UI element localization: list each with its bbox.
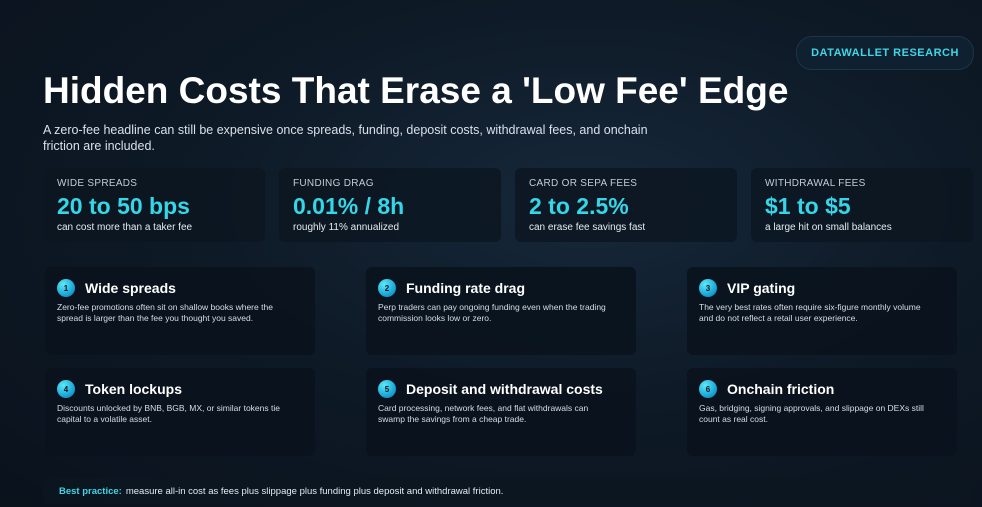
page-title: Hidden Costs That Erase a 'Low Fee' Edge (43, 68, 788, 114)
best-practice-label: Best practice: (59, 486, 122, 497)
stat-value: $1 to $5 (765, 192, 959, 220)
card-title: Wide spreads (85, 280, 176, 296)
stat-label: FUNDING DRAG (293, 178, 487, 190)
step-number-icon: 5 (378, 380, 396, 398)
step-number-icon: 1 (57, 279, 75, 297)
stat-card-card-sepa-fees: CARD OR SEPA FEES 2 to 2.5% can erase fe… (515, 168, 737, 242)
card-title: VIP gating (727, 280, 795, 296)
best-practice-banner: Best practice: measure all-in cost as fe… (43, 478, 971, 504)
step-number-icon: 4 (57, 380, 75, 398)
step-number-icon: 2 (378, 279, 396, 297)
cost-card-vip-gating: 3 VIP gating The very best rates often r… (687, 267, 957, 355)
stat-label: WITHDRAWAL FEES (765, 178, 959, 190)
page-subtitle: A zero-fee headline can still be expensi… (43, 122, 663, 154)
card-body: Perp traders can pay ongoing funding eve… (378, 302, 610, 324)
stat-note: can erase fee savings fast (529, 222, 723, 234)
cost-card-token-lockups: 4 Token lockups Discounts unlocked by BN… (45, 368, 315, 456)
cost-card-onchain-friction: 6 Onchain friction Gas, bridging, signin… (687, 368, 957, 456)
step-number-icon: 3 (699, 279, 717, 297)
stat-note: a large hit on small balances (765, 222, 959, 234)
stat-card-wide-spreads: WIDE SPREADS 20 to 50 bps can cost more … (43, 168, 265, 242)
card-title: Token lockups (85, 381, 182, 397)
cost-card-deposit-withdrawal: 5 Deposit and withdrawal costs Card proc… (366, 368, 636, 456)
stat-note: can cost more than a taker fee (57, 222, 251, 234)
card-body: Zero-fee promotions often sit on shallow… (57, 302, 289, 324)
card-body: The very best rates often require six-fi… (699, 302, 931, 324)
stat-note: roughly 11% annualized (293, 222, 487, 234)
cost-card-funding-rate-drag: 2 Funding rate drag Perp traders can pay… (366, 267, 636, 355)
stat-card-withdrawal-fees: WITHDRAWAL FEES $1 to $5 a large hit on … (751, 168, 973, 242)
card-body: Card processing, network fees, and flat … (378, 403, 610, 425)
best-practice-text: measure all-in cost as fees plus slippag… (126, 486, 504, 497)
cost-card-wide-spreads: 1 Wide spreads Zero-fee promotions often… (45, 267, 315, 355)
card-body: Discounts unlocked by BNB, BGB, MX, or s… (57, 403, 289, 425)
card-title: Deposit and withdrawal costs (406, 381, 603, 397)
card-body: Gas, bridging, signing approvals, and sl… (699, 403, 931, 425)
stat-value: 0.01% / 8h (293, 192, 487, 220)
stat-label: WIDE SPREADS (57, 178, 251, 190)
stat-value: 2 to 2.5% (529, 192, 723, 220)
step-number-icon: 6 (699, 380, 717, 398)
card-title: Funding rate drag (406, 280, 525, 296)
stat-value: 20 to 50 bps (57, 192, 251, 220)
stat-card-funding-drag: FUNDING DRAG 0.01% / 8h roughly 11% annu… (279, 168, 501, 242)
stat-label: CARD OR SEPA FEES (529, 178, 723, 190)
research-badge: DATAWALLET RESEARCH (796, 36, 974, 70)
stats-row: WIDE SPREADS 20 to 50 bps can cost more … (43, 168, 973, 242)
card-title: Onchain friction (727, 381, 834, 397)
